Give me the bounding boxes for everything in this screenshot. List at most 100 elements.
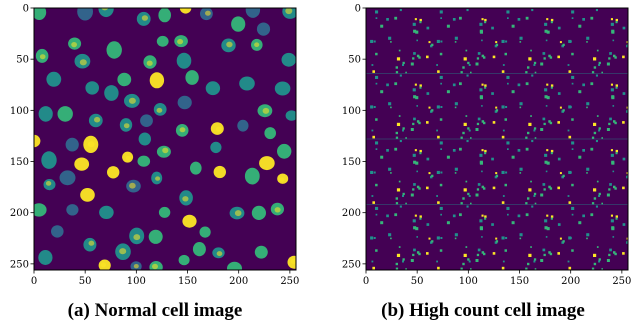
cell-dot [419,152,422,155]
cell-dot [517,18,521,21]
cell-dot [462,262,465,266]
cell-dot [395,66,398,69]
cell-dot [431,109,434,112]
cell-dot [534,268,537,270]
cell-dot [402,258,405,261]
cell-dot [601,202,603,205]
cell-dot [543,57,546,60]
cell-dot [418,56,421,59]
cell-blob [158,8,171,23]
cell-dot [568,105,572,109]
cell-dot [505,40,508,43]
cell-dot [440,171,443,174]
panel-normal-cell-image: 0 50 100 150 200 250 0 50 100 150 200 250 (a) Norma… [0,0,310,326]
cell-dot [454,106,457,109]
cell-highlight [234,210,242,217]
cell-dot [495,174,499,177]
cell-dot [440,82,442,85]
cell-dot [591,202,595,205]
cell-dot [477,248,481,252]
cell-blob [34,203,47,217]
cell-dot [571,118,574,121]
cell-dot [613,54,616,58]
cell-dot [626,44,628,48]
cell-dot [571,75,575,79]
cell-dot [542,117,546,121]
cell-dot [481,170,483,173]
cell-dot [546,18,549,21]
cell-dot [598,127,601,130]
caption-high-count-cell-image: (b) High count cell image [381,300,585,321]
cell-blob [74,157,90,171]
cell-dot [413,52,416,55]
x-tick-label: 250 [280,276,299,287]
cell-dot [426,92,430,95]
cell-dot [519,102,523,106]
y-tick-label: 100 [342,106,361,117]
cell-dot [626,41,628,44]
cell-dot [396,253,401,257]
cell-dot [614,121,617,125]
cell-dot [436,39,440,43]
cell-dot [492,121,496,124]
cell-dot [546,161,550,165]
cell-dot [370,105,374,109]
cell-blob [259,156,275,171]
cell-dot [559,237,562,240]
cell-dot [615,217,618,220]
cell-dot [586,172,588,174]
cell-dot [586,102,590,106]
cell-dot [611,161,615,165]
cell-dot [530,49,532,52]
y-tick-label: 200 [10,208,29,219]
cell-dot [533,61,537,65]
cell-dot [557,223,561,226]
cell-blob [210,141,222,154]
cell-dot [578,155,582,159]
cell-dot [501,170,505,174]
cell-dot [491,157,494,161]
cell-dot [481,39,483,42]
cell-dot [395,136,399,139]
cell-dot [495,240,499,243]
caption-normal-cell-image: (a) Normal cell image [67,300,243,321]
cell-blob [34,134,41,148]
cell-dot [533,258,537,261]
cell-dot [546,30,550,34]
cell-dot [436,64,438,66]
cell-dot [466,9,469,12]
cell-dot [481,149,484,152]
cell-dot [465,246,468,248]
cell-dot [459,147,462,151]
cell-blob [117,72,132,87]
cell-highlight [177,38,184,45]
cell-dot [533,127,537,130]
cell-highlight [226,41,233,48]
cell-dot [491,92,494,95]
cell-dot [426,26,430,30]
cell-dot [528,122,532,126]
cell-dot [615,21,618,24]
cell-dot [439,206,443,210]
cell-dot [436,236,440,240]
cell-dot [372,266,375,270]
cell-dot [533,195,536,197]
cell-highlight [215,126,222,132]
cell-dot [561,110,564,113]
cell-dot [437,201,440,204]
cell-dot [549,252,553,256]
cell-dot [546,227,550,231]
cell-blob [244,167,260,185]
cell-dot [544,95,548,99]
cell-dot [481,236,483,238]
cell-dot [582,149,585,152]
cell-dot [475,259,479,262]
cell-dot [582,83,585,87]
cell-dot [380,221,384,225]
cell-dot [549,56,553,59]
cell-dot [511,221,515,225]
cell-dot [540,259,544,262]
cell-dot [557,55,560,59]
cell-dot [525,71,528,74]
